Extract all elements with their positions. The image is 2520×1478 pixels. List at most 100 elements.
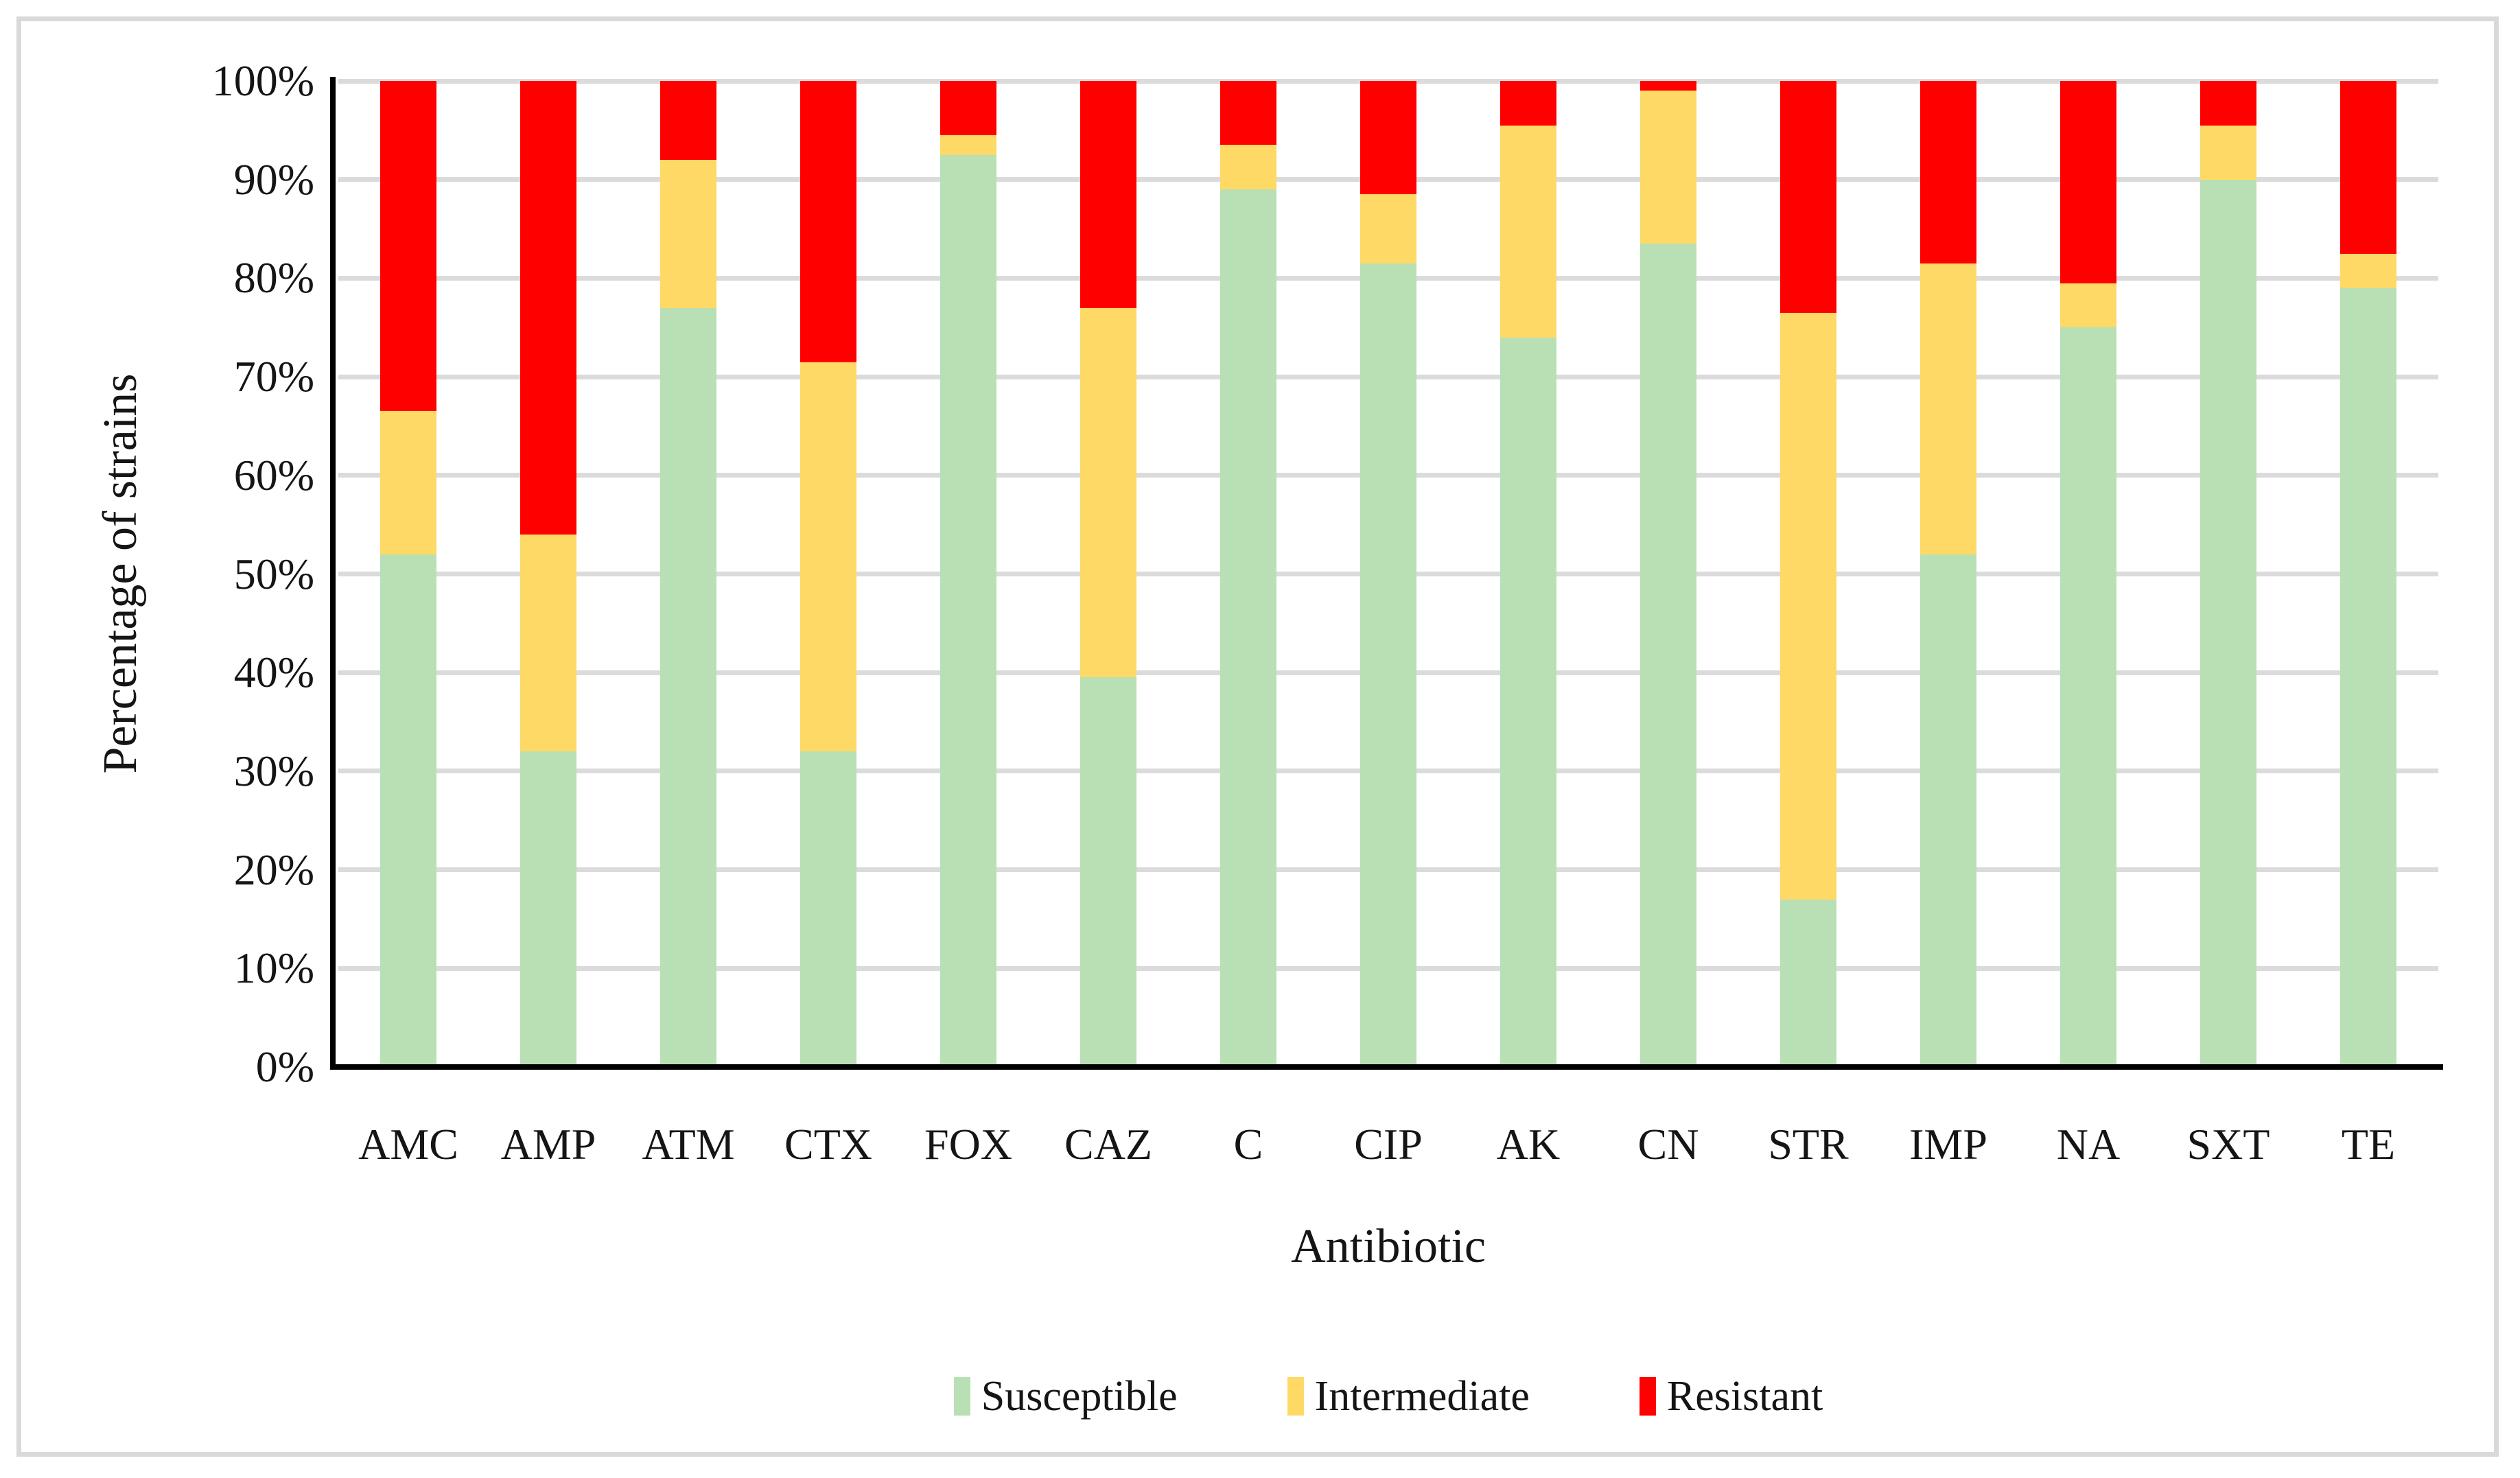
legend-label-susceptible: Susceptible [981,1373,1178,1420]
segment-intermediate-atm [660,159,716,308]
segment-resistant-fox [940,81,996,136]
bar-slot-caz [1038,81,1178,1067]
bar-slot-c [1178,81,1318,1067]
segment-resistant-atm [660,81,716,160]
segment-resistant-cn [1640,81,1696,91]
stacked-bar-atm [660,81,716,1067]
stacked-bar-caz [1080,81,1136,1067]
y-tick-label: 90% [233,154,314,204]
stacked-bar-fox [940,81,996,1067]
segment-susceptible-atm [660,307,716,1067]
y-axis-tick-labels: 0% 10% 20% 30% 40% 50% 60% 70% 80% 90% 100% [103,56,314,1091]
x-tick-label-ak: AK [1496,1120,1561,1169]
y-tick-label: 20% [233,845,314,894]
legend-label-intermediate: Intermediate [1314,1373,1530,1420]
legend-swatch-resistant [1639,1377,1656,1416]
bar-slot-amc [338,81,478,1067]
y-tick-label: 30% [233,746,314,795]
bar-slot-imp [1878,81,2018,1067]
segment-intermediate-fox [940,135,996,155]
segment-intermediate-sxt [2200,125,2256,180]
y-tick-label: 100% [211,56,314,105]
stacked-bar-sxt [2200,81,2256,1067]
segment-intermediate-cn [1640,91,1696,244]
segment-intermediate-c [1220,145,1276,190]
gridline [338,78,2438,84]
segment-intermediate-amc [380,411,436,554]
segment-resistant-imp [1920,81,1976,263]
bar-slot-sxt [2158,81,2298,1067]
segment-susceptible-amp [520,751,576,1067]
x-tick-label-amc: AMC [358,1120,458,1169]
bar-slot-amp [478,81,618,1067]
stacked-bar-imp [1920,81,1976,1067]
legend-item-susceptible: Susceptible [953,1372,1178,1420]
stacked-bar-ctx [800,81,856,1067]
legend-item-intermediate: Intermediate [1287,1372,1530,1420]
stacked-bar-ak [1500,81,1556,1067]
x-tick-label-caz: CAZ [1064,1120,1152,1169]
x-axis-line [330,1064,2443,1070]
legend-swatch-intermediate [1287,1377,1304,1416]
segment-intermediate-cip [1360,194,1416,263]
segment-susceptible-na [2060,327,2116,1067]
legend-swatch-susceptible [953,1377,970,1416]
segment-susceptible-ak [1500,337,1556,1067]
x-tick-label-cip: CIP [1354,1120,1423,1169]
y-tick-label: 50% [233,549,314,598]
y-tick-label: 60% [233,450,314,500]
stacked-bar-amc [380,81,436,1067]
segment-intermediate-ctx [800,362,856,752]
bar-slot-te [2298,81,2438,1067]
stacked-bar-na [2060,81,2116,1067]
stacked-bar-cip [1360,81,1416,1067]
x-tick-label-fox: FOX [924,1120,1013,1169]
y-tick-label: 70% [233,352,314,401]
segment-susceptible-sxt [2200,179,2256,1067]
x-tick-label-imp: IMP [1909,1120,1987,1169]
stacked-bar-str [1780,81,1836,1067]
x-tick-label-ctx: CTX [784,1120,872,1169]
plot-area [338,78,2438,1067]
segment-susceptible-amc [380,554,436,1067]
segment-resistant-ctx [800,81,856,362]
stacked-bar-c [1220,81,1276,1067]
segment-resistant-str [1780,81,1836,313]
segment-resistant-caz [1080,81,1136,308]
figure-frame [16,16,2499,1457]
y-tick-label: 10% [233,943,314,993]
x-tick-label-te: TE [2341,1120,2396,1169]
x-axis-title: Antibiotic [1291,1220,1486,1273]
bar-slot-ctx [758,81,898,1067]
x-tick-label-sxt: SXT [2186,1120,2270,1169]
x-tick-label-atm: ATM [642,1120,735,1169]
segment-intermediate-imp [1920,263,1976,554]
bar-slot-atm [618,81,758,1067]
segment-resistant-sxt [2200,81,2256,126]
segment-susceptible-caz [1080,677,1136,1067]
bar-slot-cn [1598,81,1738,1067]
segment-intermediate-na [2060,283,2116,328]
bar-slot-na [2018,81,2158,1067]
segment-susceptible-fox [940,154,996,1067]
segment-susceptible-te [2340,288,2396,1067]
x-tick-label-na: NA [2056,1120,2121,1169]
bars-row [338,81,2438,1067]
y-tick-label: 40% [233,648,314,697]
stacked-bar-te [2340,81,2396,1067]
stacked-bar-amp [520,81,576,1067]
bar-slot-str [1738,81,1878,1067]
legend-label-resistant: Resistant [1666,1373,1823,1420]
y-tick-label: 80% [233,253,314,303]
segment-resistant-na [2060,81,2116,283]
segment-resistant-te [2340,81,2396,254]
segment-intermediate-amp [520,535,576,752]
segment-susceptible-cn [1640,244,1696,1067]
segment-intermediate-str [1780,312,1836,900]
segment-resistant-ak [1500,81,1556,126]
bar-slot-cip [1318,81,1458,1067]
segment-intermediate-ak [1500,125,1556,338]
stacked-bar-cn [1640,81,1696,1067]
segment-susceptible-imp [1920,554,1976,1067]
